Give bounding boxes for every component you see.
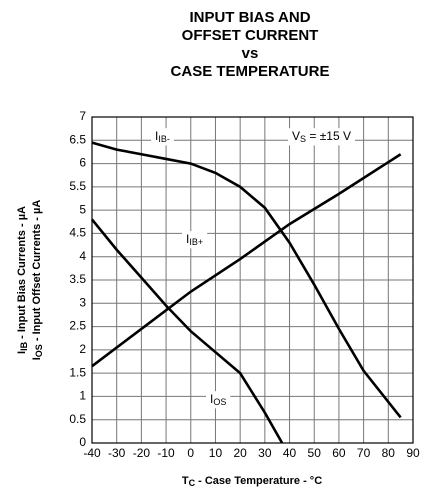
y-tick-label: 6 (79, 156, 86, 170)
y-tick-label: 5 (79, 202, 86, 216)
chart-title: OFFSET CURRENT (182, 27, 319, 44)
annotation-sub: S (300, 134, 306, 144)
y-axis-label-rest: - Input Bias Currents - µA (16, 206, 28, 342)
y-axis-label: IIB - Input Bias Currents - µA (16, 206, 29, 354)
x-tick-label: -20 (133, 446, 151, 460)
y-tick-label: 2 (79, 342, 86, 356)
y-axis-label-main: I (16, 351, 28, 354)
y-axis-label-main: I (31, 357, 43, 360)
y-axis-label-sub: IB (19, 341, 29, 351)
x-axis-label-rest: - Case Temperature - °C (195, 475, 322, 487)
y-tick-label: 7 (79, 109, 86, 123)
series-label-sub: IB+ (189, 237, 203, 247)
series-label: IIB- (155, 129, 170, 144)
annotation: VS = ±15 V (292, 129, 351, 144)
y-tick-label: 4.5 (69, 226, 86, 240)
series-label-main: I (210, 392, 213, 406)
x-tick-label: 80 (382, 446, 396, 460)
series-label-sub: OS (213, 397, 226, 407)
chart-title: vs (242, 45, 259, 62)
x-axis-label-sub: C (189, 478, 196, 488)
annotation-rest: = ±15 V (306, 129, 351, 143)
x-tick-label: -30 (108, 446, 126, 460)
x-tick-label: 20 (233, 446, 247, 460)
data-line (91, 153, 402, 368)
y-tick-label: 3.5 (69, 272, 86, 286)
y-tick-label: 6.5 (69, 132, 86, 146)
x-axis-label: TC - Case Temperature - °C (182, 475, 322, 488)
y-tick-label: 0 (79, 435, 86, 449)
x-tick-label: -40 (83, 446, 101, 460)
y-axis-label: IOS - Input Offset Currents - µA (31, 200, 44, 361)
y-axis-label-rest: - Input Offset Currents - µA (31, 200, 43, 345)
annotation-bg (288, 128, 355, 146)
y-tick-label: 0.5 (69, 412, 86, 426)
y-tick-label: 2.5 (69, 319, 86, 333)
series-label-main: I (186, 232, 189, 246)
chart-title: CASE TEMPERATURE (171, 63, 330, 80)
annotation-main: V (292, 129, 300, 143)
data-line (90, 218, 284, 444)
x-tick-label: 70 (357, 446, 371, 460)
x-tick-label: 90 (406, 446, 420, 460)
series-label: IIB+ (186, 232, 203, 247)
x-tick-label: 10 (209, 446, 223, 460)
y-tick-label: 1 (79, 389, 86, 403)
x-tick-label: 60 (332, 446, 346, 460)
x-axis-label-main: T (182, 475, 189, 487)
series-label-main: I (155, 129, 158, 143)
series-label-bg (182, 231, 208, 249)
x-tick-label: 0 (187, 446, 194, 460)
x-tick-label: 50 (308, 446, 322, 460)
series-label: IOS (210, 392, 226, 407)
y-tick-label: 3 (79, 295, 86, 309)
x-tick-label: -10 (157, 446, 175, 460)
data-line (91, 141, 402, 419)
y-tick-label: 4 (79, 249, 86, 263)
chart-title: INPUT BIAS AND (189, 9, 310, 26)
x-tick-label: 40 (283, 446, 297, 460)
x-tick-label: 30 (258, 446, 272, 460)
plot-frame (91, 116, 414, 444)
y-tick-label: 5.5 (69, 179, 86, 193)
series-label-bg (206, 391, 231, 409)
series-label-sub: IB- (158, 134, 170, 144)
y-axis-label-sub: OS (34, 344, 44, 357)
series-label-bg (151, 128, 174, 146)
y-tick-label: 1.5 (69, 365, 86, 379)
